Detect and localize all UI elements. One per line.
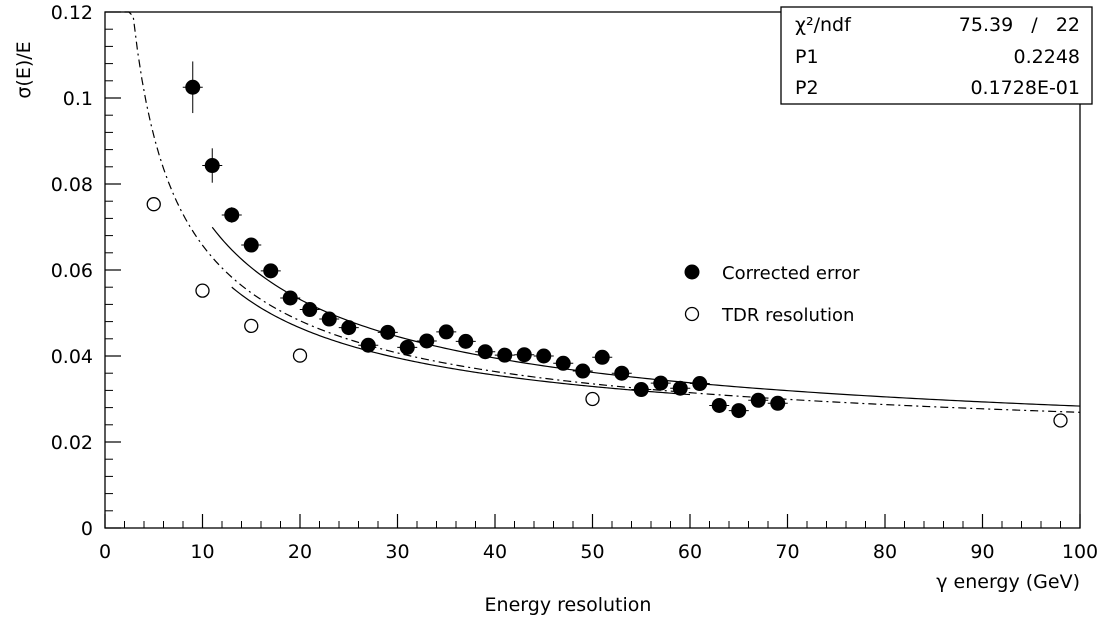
fit-curves <box>124 11 1081 413</box>
tdr-resolution-point <box>585 391 600 407</box>
corrected-error-point <box>243 237 259 253</box>
y-tick-label: 0.04 <box>51 346 93 368</box>
tdr-resolution-point <box>195 283 210 298</box>
x-tick-label: 60 <box>678 541 702 563</box>
y-axis-title: σ(E)/E <box>13 41 35 98</box>
corrected-error-point <box>731 403 747 419</box>
corrected-error-point <box>692 376 708 392</box>
corrected-error-point <box>497 347 513 363</box>
corrected-error-point <box>516 347 532 363</box>
x-tick-label: 100 <box>1062 541 1098 563</box>
corrected-error-point <box>555 355 571 371</box>
corrected-error-point <box>711 397 727 413</box>
legend-marker-tdr-resolution <box>684 306 700 322</box>
x-tick-label: 90 <box>970 541 994 563</box>
x-axis-title: γ energy (GeV) <box>936 571 1080 593</box>
fit-curve-1 <box>211 226 1081 407</box>
corrected-error-point <box>672 380 688 396</box>
legend-label-corrected-error: Corrected error <box>722 263 860 284</box>
corrected-error-point <box>536 348 552 364</box>
stats-p2-value: 0.1728E-01 <box>970 77 1080 99</box>
stats-chi2-label: χ²/ndf <box>795 14 852 36</box>
stats-box-border <box>780 6 1093 105</box>
corrected-error-point <box>750 392 766 408</box>
y-tick-label: 0.06 <box>51 260 93 282</box>
corrected-error-point <box>438 324 454 340</box>
x-tick-label: 40 <box>483 541 507 563</box>
stats-box: χ²/ndf 75.39 / 22 P1 0.2248 P2 0.1728E-0… <box>780 6 1093 105</box>
corrected-error-point <box>770 395 786 411</box>
corrected-error-point <box>360 337 376 353</box>
legend-marker-corrected-error <box>684 264 700 280</box>
corrected-error-point <box>594 349 610 365</box>
legend: Corrected error TDR resolution <box>684 263 860 326</box>
x-tick-label: 30 <box>385 541 409 563</box>
tdr-resolution-point <box>244 318 259 334</box>
y-tick-label: 0.1 <box>63 88 93 110</box>
corrected-error-point <box>380 324 396 340</box>
corrected-error-point <box>282 290 298 306</box>
y-tick-label: 0.08 <box>51 174 93 196</box>
tdr-resolution-point <box>1053 413 1068 428</box>
data-points <box>146 61 1068 428</box>
axis-ticks: 0 10 20 30 40 50 60 70 80 90 100 0 0.02 0.04 0.06 0.08 0… <box>51 2 1098 563</box>
x-tick-label: 50 <box>580 541 604 563</box>
x-tick-label: 10 <box>190 541 214 563</box>
legend-label-tdr-resolution: TDR resolution <box>721 305 854 326</box>
corrected-error-point <box>341 320 357 336</box>
y-tick-label: 0.02 <box>51 432 93 454</box>
corrected-error-point <box>204 158 220 174</box>
tdr-resolution-point <box>146 197 161 212</box>
stats-chi2-value: 75.39 / 22 <box>959 14 1080 36</box>
corrected-error-point <box>321 311 337 327</box>
corrected-error-point <box>633 382 649 398</box>
y-tick-label: 0 <box>81 518 93 540</box>
corrected-error-point <box>477 344 493 360</box>
fit-curve-2 <box>231 286 691 396</box>
corrected-error-point <box>399 339 415 355</box>
x-tick-label: 20 <box>288 541 312 563</box>
corrected-error-point <box>302 302 318 318</box>
stats-p1-label: P1 <box>795 46 819 68</box>
corrected-error-point <box>224 207 240 223</box>
tdr-resolution-point <box>292 348 308 363</box>
corrected-error-point <box>575 363 591 379</box>
chart-title: Energy resolution <box>485 594 652 616</box>
tdr-parametrization-curve <box>124 11 1081 413</box>
x-tick-label: 0 <box>99 541 111 563</box>
corrected-error-point <box>458 333 474 349</box>
corrected-error-point <box>185 79 201 95</box>
stats-p2-label: P2 <box>795 77 819 99</box>
corrected-error-point <box>614 365 630 381</box>
corrected-error-point <box>653 375 669 391</box>
y-tick-label: 0.12 <box>51 2 93 24</box>
corrected-error-point <box>419 333 435 349</box>
x-tick-label: 70 <box>775 541 799 563</box>
corrected-error-point <box>263 263 279 279</box>
x-tick-label: 80 <box>873 541 897 563</box>
stats-p1-value: 0.2248 <box>1014 46 1080 68</box>
